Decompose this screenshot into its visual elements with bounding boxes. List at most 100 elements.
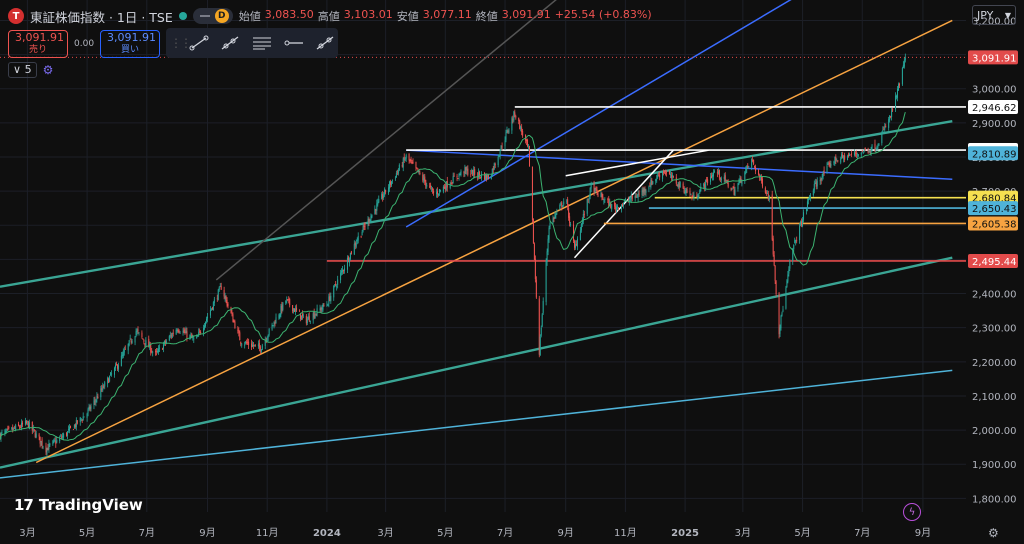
drag-handle-icon[interactable]: ⋮⋮: [170, 36, 192, 50]
trendline-5[interactable]: [405, 0, 871, 228]
trend-line-icon[interactable]: [186, 32, 212, 54]
candle-body: [718, 170, 720, 178]
candle-body: [641, 190, 643, 195]
candle-body: [583, 213, 585, 215]
candle-body: [670, 175, 672, 179]
candle-body: [904, 57, 906, 61]
candle-body: [621, 204, 623, 206]
candle-body: [370, 216, 372, 222]
candle-body: [336, 285, 338, 287]
candle-body: [692, 196, 694, 198]
candle-body: [135, 331, 137, 336]
sell-button[interactable]: 3,091.91 売り: [8, 30, 68, 58]
candle-body: [88, 406, 90, 409]
candle-body: [520, 126, 522, 129]
candle-body: [149, 344, 151, 349]
candle-body: [224, 296, 226, 298]
candle-body: [217, 289, 219, 301]
candle-body: [300, 315, 302, 320]
fib-icon[interactable]: [249, 32, 275, 54]
candle-body: [500, 145, 502, 151]
candle-body: [768, 195, 770, 200]
candle-body: [751, 158, 753, 167]
candle-body: [68, 429, 70, 430]
candle-body: [901, 67, 903, 85]
candle-body: [423, 177, 425, 182]
candle-body: [47, 447, 49, 451]
candle-body: [63, 433, 65, 438]
trendline-3[interactable]: [0, 369, 953, 479]
candle-body: [438, 189, 440, 193]
candle-body: [326, 304, 328, 306]
candle-body: [148, 338, 150, 348]
lightning-icon[interactable]: ϟ: [903, 503, 921, 521]
candle-body: [298, 310, 300, 312]
candle-body: [892, 109, 894, 111]
candle-body: [103, 386, 105, 388]
candle-body: [241, 344, 243, 346]
candle-body: [567, 199, 569, 207]
trendline-1[interactable]: [0, 119, 953, 288]
candle-body: [209, 310, 211, 316]
candle-body: [378, 198, 380, 203]
candle-body: [322, 304, 324, 310]
trendline-9[interactable]: [565, 149, 709, 177]
candle-body: [662, 171, 664, 179]
candle-body: [20, 427, 22, 429]
candle-body: [676, 184, 678, 186]
indicator-toggle[interactable]: ∨ 5: [8, 62, 37, 78]
trendline-6[interactable]: [406, 149, 953, 180]
data-status-pill[interactable]: D: [192, 8, 233, 24]
candle-body: [323, 305, 325, 307]
candle-body: [792, 249, 794, 261]
trendline-4[interactable]: [35, 19, 953, 464]
candle-body: [0, 433, 1, 439]
currency-select[interactable]: JPY ▼: [972, 5, 1016, 25]
candle-body: [458, 173, 460, 178]
candle-body: [306, 319, 308, 324]
candle-body: [526, 139, 528, 142]
candle-body: [648, 186, 650, 190]
symbol-title[interactable]: 東証株価指数 · 1日 · TSE: [30, 9, 173, 25]
trendline-2[interactable]: [0, 256, 953, 469]
candle-body: [682, 183, 684, 189]
candle-body: [726, 180, 728, 182]
trendline-7[interactable]: [215, 0, 613, 281]
candle-body: [815, 182, 817, 187]
candle-body: [176, 330, 178, 332]
gear-icon[interactable]: ⚙: [42, 63, 54, 77]
market-status-icon[interactable]: [178, 12, 187, 20]
candle-body: [562, 205, 564, 207]
candle-body: [442, 186, 444, 192]
candle-body: [175, 329, 177, 335]
candle-body: [760, 176, 762, 181]
candle-body: [314, 314, 316, 319]
candle-body: [566, 200, 568, 202]
gear-icon[interactable]: ⚙: [988, 526, 999, 540]
extended-line-icon[interactable]: [312, 32, 338, 54]
candle-body: [151, 351, 153, 353]
horizontal-ray-icon[interactable]: [281, 32, 307, 54]
candle-body: [456, 175, 458, 178]
candle-body: [257, 344, 259, 347]
candle-body: [834, 156, 836, 164]
candle-body: [206, 318, 208, 322]
candle-body: [223, 289, 225, 297]
candle-body: [433, 191, 435, 194]
candle-body: [816, 180, 818, 187]
candle-body: [690, 194, 692, 195]
candle-body: [788, 269, 790, 274]
buy-button[interactable]: 3,091.91 買い: [100, 30, 161, 58]
candle-body: [100, 388, 102, 398]
candle-body: [31, 421, 33, 431]
candle-body: [348, 259, 350, 263]
x-tick-label: 11月: [614, 527, 637, 539]
candle-body: [179, 332, 181, 334]
candle-body: [450, 183, 452, 184]
candle-body: [799, 225, 801, 241]
candle-body: [828, 162, 830, 164]
candle-body: [264, 339, 266, 346]
ray-icon[interactable]: [218, 32, 244, 54]
candle-body: [398, 164, 400, 171]
